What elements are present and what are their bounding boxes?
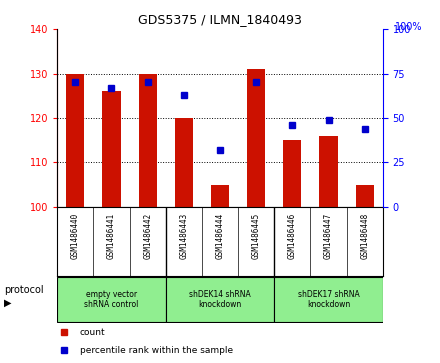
Bar	[57, 277, 166, 322]
Bar	[211, 185, 229, 207]
Text: GSM1486441: GSM1486441	[107, 212, 116, 259]
Text: percentile rank within the sample: percentile rank within the sample	[80, 346, 233, 355]
Y-axis label: 100%: 100%	[395, 22, 422, 32]
Bar	[247, 69, 265, 207]
Bar	[103, 91, 121, 207]
Text: ▶: ▶	[4, 298, 12, 308]
Text: protocol: protocol	[4, 285, 44, 295]
Title: GDS5375 / ILMN_1840493: GDS5375 / ILMN_1840493	[138, 13, 302, 26]
Text: count: count	[80, 328, 106, 337]
Text: GSM1486442: GSM1486442	[143, 212, 152, 259]
Bar	[166, 277, 274, 322]
Bar	[274, 277, 383, 322]
Text: GSM1486447: GSM1486447	[324, 212, 333, 259]
Bar	[175, 118, 193, 207]
Bar	[139, 73, 157, 207]
Text: empty vector
shRNA control: empty vector shRNA control	[84, 290, 139, 309]
Bar	[356, 185, 374, 207]
Text: shDEK17 shRNA
knockdown: shDEK17 shRNA knockdown	[297, 290, 359, 309]
Text: GSM1486443: GSM1486443	[180, 212, 188, 259]
Text: GSM1486444: GSM1486444	[216, 212, 224, 259]
Text: shDEK14 shRNA
knockdown: shDEK14 shRNA knockdown	[189, 290, 251, 309]
Bar	[319, 136, 337, 207]
Text: GSM1486445: GSM1486445	[252, 212, 260, 259]
Text: GSM1486440: GSM1486440	[71, 212, 80, 259]
Text: GSM1486448: GSM1486448	[360, 212, 369, 259]
Bar	[283, 140, 301, 207]
Text: GSM1486446: GSM1486446	[288, 212, 297, 259]
Bar	[66, 73, 84, 207]
